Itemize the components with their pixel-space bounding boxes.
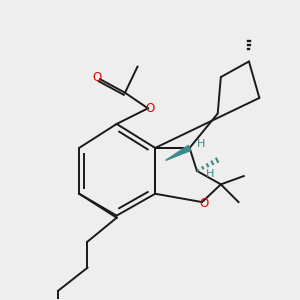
- Polygon shape: [166, 146, 191, 160]
- Text: O: O: [92, 71, 101, 84]
- Text: O: O: [145, 102, 154, 115]
- Text: H: H: [197, 139, 206, 149]
- Text: H: H: [206, 169, 214, 179]
- Text: O: O: [199, 197, 208, 210]
